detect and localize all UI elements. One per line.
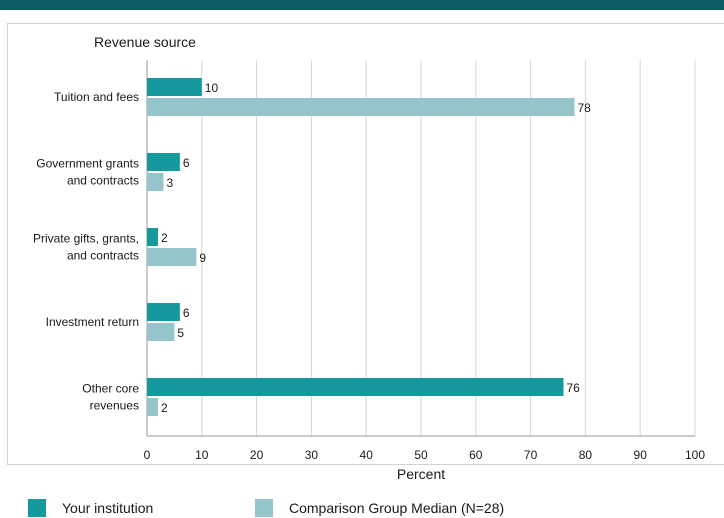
category-label: Tuition and fees (54, 90, 139, 104)
legend-label-institution: Your institution (62, 500, 154, 516)
bar-median (147, 323, 175, 341)
category-label: Investment return (46, 315, 139, 329)
category-label-line: Tuition and fees (54, 90, 139, 104)
category-label-line: Other core (82, 382, 139, 396)
x-tick-label: 10 (195, 448, 209, 462)
legend-label-median: Comparison Group Median (N=28) (289, 500, 505, 516)
bar-value-label: 10 (205, 81, 219, 95)
x-tick-label: 90 (634, 448, 648, 462)
category-label-line: revenues (90, 399, 139, 413)
header-accent-bar (0, 0, 724, 10)
bar-value-label: 5 (177, 326, 184, 340)
category-label-line: Investment return (46, 315, 139, 329)
category-label: Private gifts, grants, and contracts (33, 232, 139, 263)
bar-institution (147, 153, 180, 171)
legend-item-institution: Your institution (28, 498, 153, 518)
bar-value-label: 6 (183, 156, 190, 170)
x-tick-label: 0 (144, 448, 151, 462)
bar-median (147, 173, 164, 191)
category-label: Government grants and contracts (36, 157, 139, 188)
x-tick-label: 20 (250, 448, 264, 462)
legend-swatch-institution (28, 499, 46, 517)
bar-value-label: 76 (566, 381, 580, 395)
x-tick-label: 50 (414, 448, 428, 462)
bar-value-label: 2 (161, 401, 168, 415)
x-tick-label: 40 (360, 448, 374, 462)
category-label-line: Private gifts, grants, (33, 232, 139, 246)
legend: Your institution Comparison Group Median… (0, 493, 724, 518)
category-label-line: Government grants (36, 157, 139, 171)
x-tick-label: 60 (469, 448, 483, 462)
bar-value-label: 78 (577, 101, 591, 115)
bar-median (147, 248, 197, 266)
bar-median (147, 398, 158, 416)
bar-value-label: 6 (183, 306, 190, 320)
bar-chart: 0 10 20 30 40 50 60 70 80 90 100 Tuition and fees Go… (33, 60, 705, 462)
x-tick-label: 70 (524, 448, 538, 462)
category-label: Other core revenues (82, 382, 139, 413)
bar-institution (147, 228, 158, 246)
bar-institution (147, 78, 202, 96)
bar-median (147, 98, 575, 116)
x-tick-label: 100 (685, 448, 705, 462)
x-tick-label: 30 (305, 448, 319, 462)
bar-value-label: 2 (161, 231, 168, 245)
bar-institution (147, 378, 564, 396)
category-label-line: and contracts (67, 174, 139, 188)
category-label-line: and contracts (67, 249, 139, 263)
bar-value-label: 3 (166, 176, 173, 190)
y-axis-title: Revenue source (94, 34, 196, 50)
x-axis-title: Percent (396, 466, 446, 482)
legend-item-median: Comparison Group Median (N=28) (255, 498, 504, 518)
bar-value-label: 9 (199, 251, 206, 265)
x-tick-label: 80 (579, 448, 593, 462)
bar-institution (147, 303, 180, 321)
legend-swatch-median (255, 499, 273, 517)
